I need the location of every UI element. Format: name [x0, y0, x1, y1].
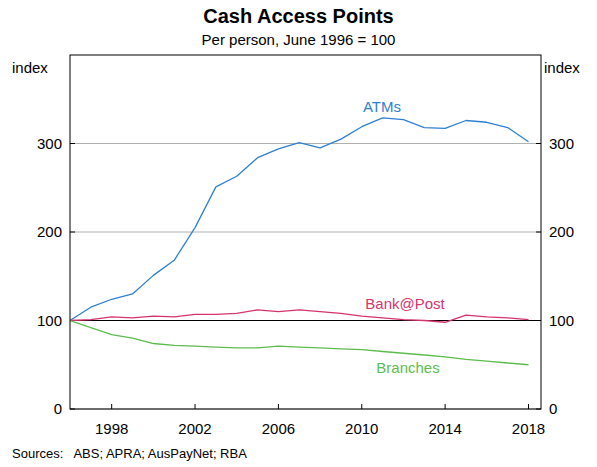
- grid-line: [70, 232, 541, 233]
- series-label: ATMs: [363, 98, 401, 115]
- grid-line: [70, 320, 541, 321]
- plot-frame: [70, 55, 541, 409]
- x-tick: [195, 404, 196, 409]
- y-tick-label: 200: [549, 223, 574, 240]
- plot-lines: [70, 118, 529, 365]
- x-tick: [278, 404, 279, 409]
- x-tick: [361, 404, 362, 409]
- y-tick-label: 200: [37, 223, 62, 240]
- series-line: [70, 310, 529, 322]
- series-label: Branches: [376, 359, 439, 376]
- y-tick-label: 300: [549, 135, 574, 152]
- x-tick-label: 1998: [95, 420, 128, 437]
- y-label: index: [12, 59, 48, 76]
- subtitle: Per person, June 1996 = 100: [202, 31, 396, 48]
- title: Cash Access Points: [203, 5, 393, 27]
- series-line: [70, 321, 529, 365]
- x-tick-label: 2018: [512, 420, 545, 437]
- series-label: Bank@Post: [365, 295, 445, 312]
- y-tick: [70, 143, 75, 144]
- source: Sources: ABS; APRA; AusPayNet; RBA: [12, 446, 247, 461]
- chart: Cash Access Points Per person, June 1996 …: [0, 0, 597, 467]
- y-tick-label: 0: [54, 400, 62, 417]
- y-tick: [536, 232, 541, 233]
- x-tick-label: 2002: [178, 420, 211, 437]
- y-tick-label: 0: [549, 400, 557, 417]
- y-tick-label: 300: [37, 135, 62, 152]
- x-tick-label: 2006: [262, 420, 295, 437]
- x-tick: [528, 404, 529, 409]
- y-tick-label: 100: [549, 312, 574, 329]
- y-tick: [536, 143, 541, 144]
- x-tick-label: 2014: [428, 420, 461, 437]
- series-line: [70, 118, 529, 321]
- x-tick: [445, 404, 446, 409]
- reference-line: [70, 320, 541, 321]
- y-tick-label: 100: [37, 312, 62, 329]
- y-label: index: [544, 59, 580, 76]
- x-tick: [111, 404, 112, 409]
- x-tick-label: 2010: [345, 420, 378, 437]
- y-tick: [70, 232, 75, 233]
